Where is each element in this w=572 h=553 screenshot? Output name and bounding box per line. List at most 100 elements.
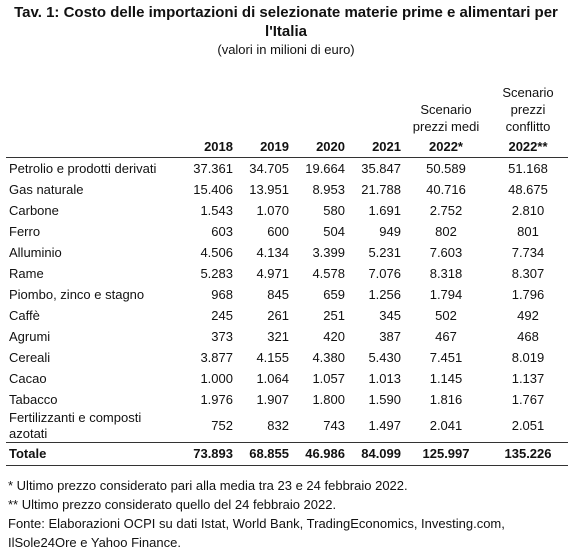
cell: 13.951 [249,181,289,197]
row-label: Fertilizzanti e composti azotati [9,410,142,441]
table-row: Petrolio e prodotti derivati 37.361 34.705… [6,158,568,180]
cell: 5.231 [368,244,401,260]
cell: 1.800 [312,391,345,407]
cell: 3.877 [200,349,233,365]
cell: 19.664 [305,160,345,176]
table-row: Cereali 3.877 4.155 4.380 5.430 7.451 8.019 [6,347,568,368]
cell: 8.953 [312,181,345,197]
cell: 4.380 [312,349,345,365]
cell: 4.134 [256,244,289,260]
cell: 752 [211,418,233,433]
header-cell [6,84,186,158]
cell: 7.451 [429,349,463,365]
table-row: Gas naturale 15.406 13.951 8.953 21.788 40.71… [6,179,568,200]
cell: 251 [323,307,345,323]
header-cell: 2018 [186,84,236,158]
cell: 1.976 [200,391,233,407]
cell: 468 [517,328,539,344]
cell: 135.226 [488,442,568,466]
cell: 1.497 [368,418,401,433]
subtitle: (valori in milioni di euro) [217,42,355,57]
cell: 50.589 [426,160,466,176]
row-label: Alluminio [9,244,62,260]
cell: 1.070 [256,202,289,218]
header-cell: 2020 [292,84,348,158]
table-row: Fertilizzanti e composti azotati 752 832 74… [6,410,568,443]
header-cell: 2021 [348,84,404,158]
cell: 7.076 [368,265,401,281]
cell: 1.145 [429,370,463,386]
cell: 1.543 [200,202,233,218]
cell: 600 [267,223,289,239]
cell: 68.855 [236,442,292,466]
table-row: Ferro 603 600 504 949 802 801 [6,221,568,242]
table-row: Alluminio 4.506 4.134 3.399 5.231 7.603 7.734 [6,242,568,263]
table-row: Cacao 1.000 1.064 1.057 1.013 1.145 1.137 [6,368,568,389]
cell: 7.603 [429,244,463,260]
table-row: Rame 5.283 4.971 4.578 7.076 8.318 8.307 [6,263,568,284]
cell: 7.734 [511,244,545,260]
cell: 4.155 [256,349,289,365]
cell: 21.788 [361,181,401,197]
column-label: 2020 [316,139,345,154]
cell: 467 [435,328,457,344]
cell: 1.796 [511,286,545,302]
cell: 1.013 [368,370,401,386]
cell: 492 [517,307,539,323]
header-cell: 2019 [236,84,292,158]
header-row: 2018 2019 2020 2021 Scenario prezzi medi 2022… [6,84,568,158]
column-label: 2022* [429,139,463,154]
table: 2018 2019 2020 2021 Scenario prezzi medi 2022… [6,84,568,466]
cell: 504 [323,223,345,239]
column-label: 2022** [508,139,548,154]
cell: 1.767 [511,391,545,407]
cell: 387 [379,328,401,344]
row-label: Piombo, zinco e stagno [9,286,145,302]
cell: 1.000 [200,370,233,386]
cell: 1.137 [511,370,545,386]
row-label: Cereali [9,349,51,365]
cell: 37.361 [193,160,233,176]
cell: 1.590 [368,391,401,407]
cell: 5.430 [368,349,401,365]
cell: 1.057 [312,370,345,386]
cell: 949 [379,223,401,239]
cell: 8.019 [511,349,545,365]
cell: 2.810 [511,202,545,218]
cell: 659 [323,286,345,302]
cell: 743 [323,418,345,433]
cell: 4.971 [256,265,289,281]
cell: 40.716 [426,181,466,197]
footnote: ** Ultimo prezzo considerato quello del … [8,497,337,512]
cell: 5.283 [200,265,233,281]
row-label: Ferro [9,223,41,239]
cell: 8.318 [429,265,463,281]
cell: 345 [379,307,401,323]
header-cell: Scenario prezzi medi 2022* [404,84,488,158]
cell: 1.691 [368,202,401,218]
column-label: 2021 [372,139,401,154]
cell: 968 [211,286,233,302]
row-label: Rame [9,265,44,281]
table-row: Tabacco 1.976 1.907 1.800 1.590 1.816 1.767 [6,389,568,410]
total-row: Totale 73.893 68.855 46.986 84.099 125.997 135… [6,442,568,466]
footnote: Fonte: Elaborazioni OCPI su dati Istat, … [8,516,505,550]
cell: 1.794 [429,286,463,302]
cell: 2.051 [511,418,545,433]
cell: 801 [517,223,539,239]
row-label: Totale [6,442,186,466]
table-row: Piombo, zinco e stagno 968 845 659 1.256 1.79… [6,284,568,305]
cell: 420 [323,328,345,344]
cell: 1.256 [368,286,401,302]
cell: 502 [435,307,457,323]
cell: 73.893 [186,442,236,466]
scenario-label: Scenario prezzi medi [412,102,480,134]
cell: 48.675 [508,181,548,197]
cell: 3.399 [312,244,345,260]
cell: 4.578 [312,265,345,281]
cell: 2.752 [429,202,463,218]
cell: 8.307 [511,265,545,281]
cell: 832 [267,418,289,433]
table-row: Caffè 245 261 251 345 502 492 [6,305,568,326]
row-label: Gas naturale [9,181,84,197]
